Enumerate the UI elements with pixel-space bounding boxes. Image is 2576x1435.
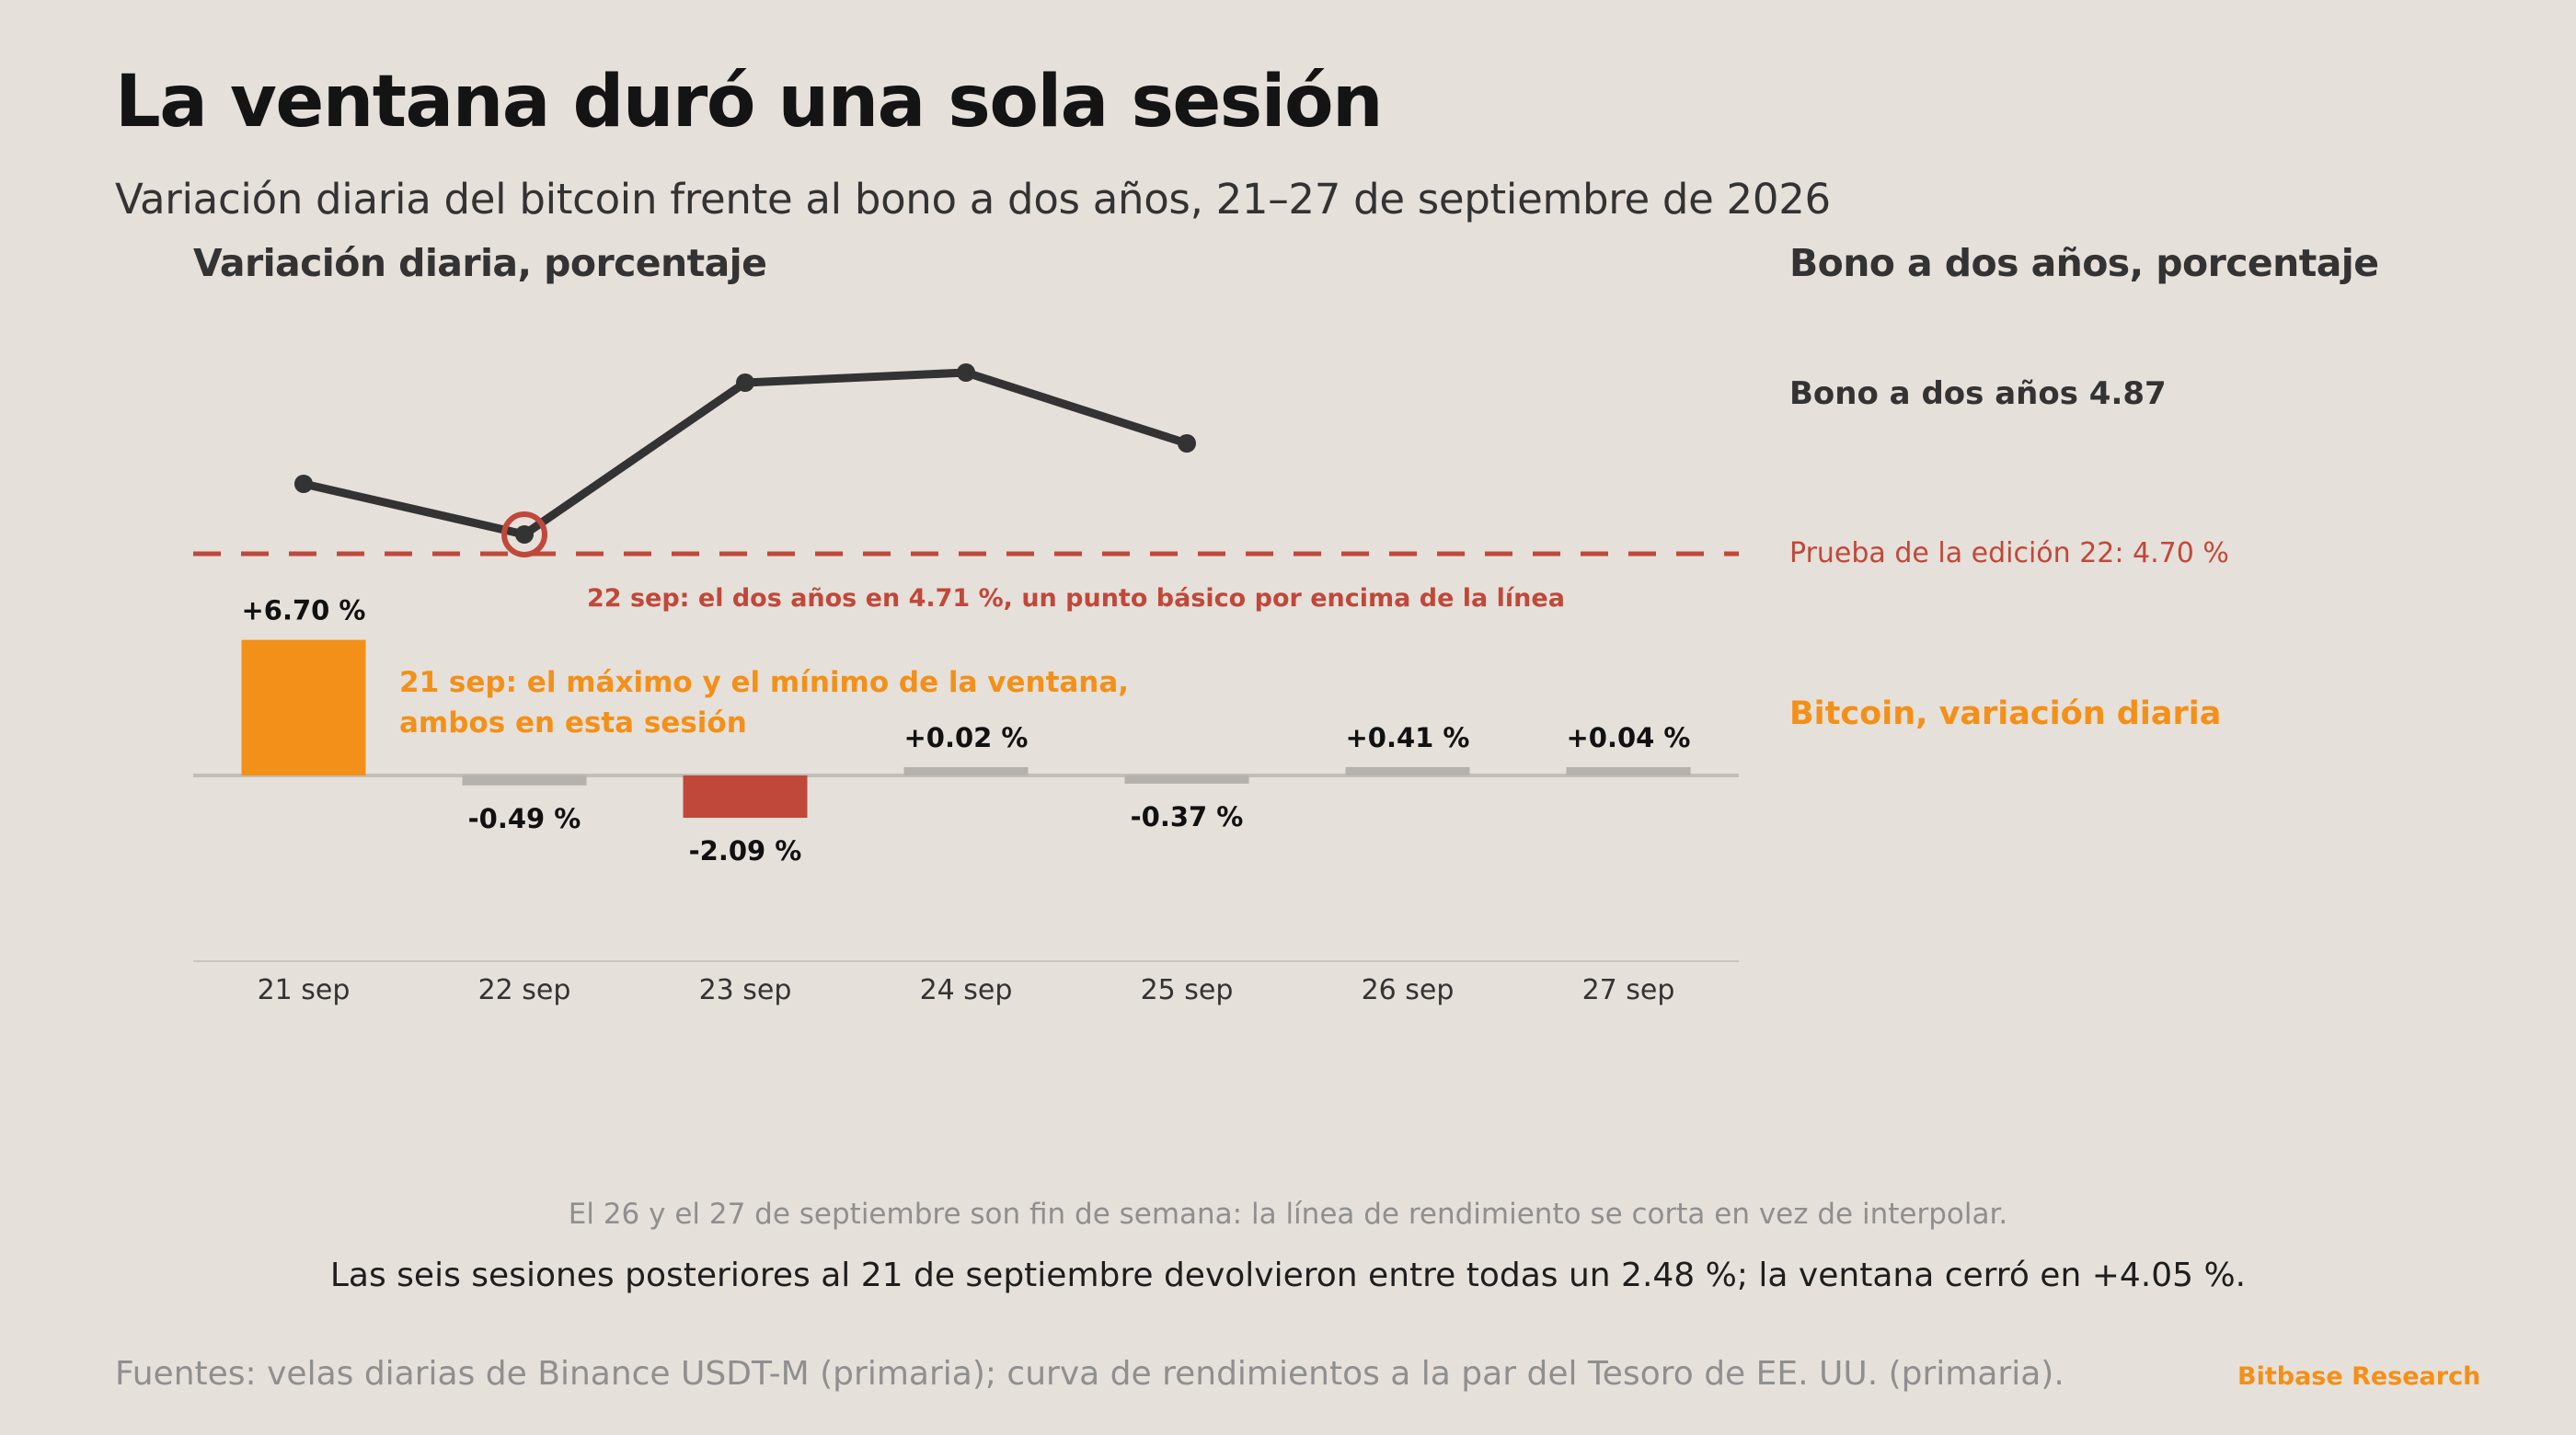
yield-point-25-sep [1178, 434, 1196, 453]
annotation-22-sep: 22 sep: el dos años en 4.71 %, un punto … [587, 584, 1565, 613]
yield-point-24-sep [957, 363, 975, 382]
bar-25-sep [1124, 775, 1249, 784]
bar-value-label: -0.49 % [468, 803, 581, 834]
bar-23-sep [683, 775, 808, 818]
bitcoin-series-label: Bitcoin, variación diaria [1789, 695, 2222, 732]
yield-line [299, 368, 1191, 539]
footnote: El 26 y el 27 de septiembre son fin de s… [568, 1198, 2008, 1231]
x-tick-label: 24 sep [920, 974, 1013, 1006]
summary-text: Las seis sesiones posteriores al 21 de s… [329, 1257, 2247, 1294]
bar-value-label: +6.70 % [241, 595, 365, 626]
yield-point-22-sep [515, 525, 534, 544]
bar-21-sep [241, 639, 366, 775]
yield-point-23-sep [736, 373, 754, 392]
right-panel-label: Bono a dos años, porcentaje [1789, 241, 2379, 285]
chart-title: La ventana duró una sola sesión [115, 61, 1384, 144]
x-tick-label: 27 sep [1582, 974, 1675, 1006]
x-tick-label: 25 sep [1141, 974, 1234, 1006]
bar-22-sep [462, 775, 587, 786]
yield-point-21-sep [294, 475, 313, 493]
bar-value-label: +0.02 % [903, 722, 1028, 753]
annotation-21-sep: ambos en esta sesión [399, 706, 747, 740]
brand-logo-text: Bitbase Research [2237, 1362, 2481, 1391]
x-tick-label: 23 sep [699, 974, 792, 1006]
bar-27-sep [1566, 767, 1691, 775]
threshold-label: Prueba de la edición 22: 4.70 % [1789, 537, 2229, 569]
bar-value-label: +0.41 % [1345, 722, 1469, 753]
x-tick-label: 22 sep [478, 974, 571, 1006]
combo-chart: +6.70 % 21 sep -0.49 % 22 sep -2.09 % 23 sep +… [193, 363, 1739, 1006]
x-tick-label: 26 sep [1362, 974, 1455, 1006]
x-tick-label: 21 sep [258, 974, 351, 1006]
bar-value-label: -0.37 % [1131, 801, 1244, 832]
bar-24-sep [903, 767, 1029, 775]
annotation-21-sep: 21 sep: el máximo y el mínimo de la vent… [399, 666, 1129, 699]
sources-text: Fuentes: velas diarias de Binance USDT-M… [115, 1355, 2064, 1393]
highlight-ring [501, 511, 547, 557]
yield-end-label: Bono a dos años 4.87 [1789, 375, 2167, 412]
chart-subtitle: Variación diaria del bitcoin frente al b… [115, 175, 1831, 224]
left-panel-label: Variación diaria, porcentaje [193, 241, 767, 285]
bar-value-label: -2.09 % [689, 835, 802, 867]
bar-26-sep [1345, 766, 1470, 775]
bar-value-label: +0.04 % [1566, 722, 1690, 753]
